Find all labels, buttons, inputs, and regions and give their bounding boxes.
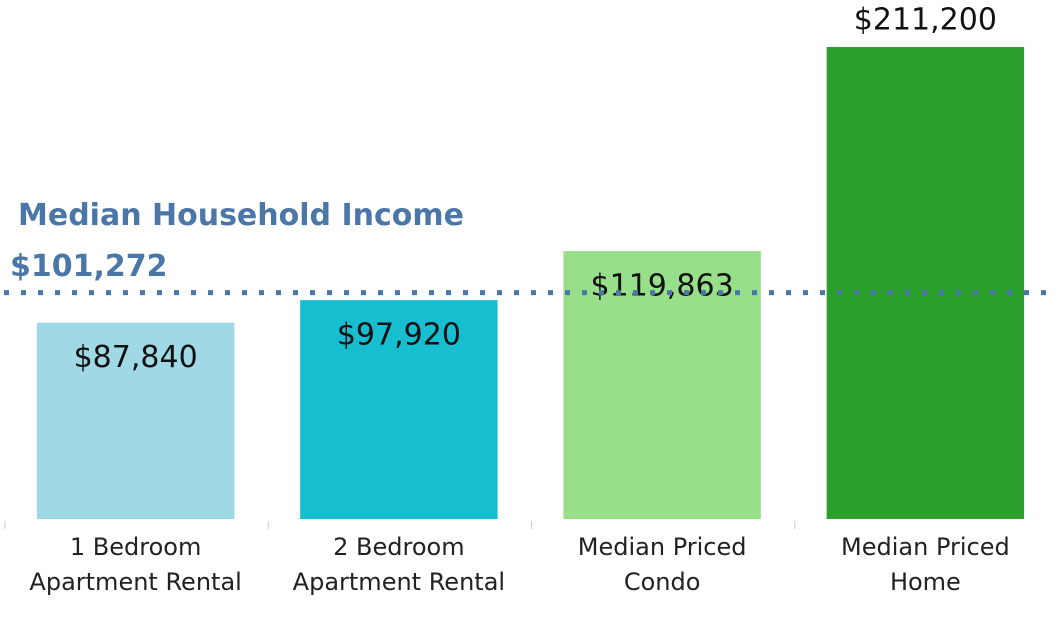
reference-label: Median Household Income xyxy=(18,198,464,233)
x-tick-label: Median Priced Home xyxy=(841,533,1010,596)
bar xyxy=(563,251,761,520)
x-tick-label: 1 Bedroom Apartment Rental xyxy=(29,533,242,596)
value-label: $119,863 xyxy=(591,269,734,304)
bar xyxy=(36,322,235,519)
x-tick-label: 2 Bedroom Apartment Rental xyxy=(292,533,506,596)
x-tick-label: Median Priced Condo xyxy=(577,533,747,596)
value-label: $211,200 xyxy=(854,2,997,37)
value-label: $87,840 xyxy=(74,340,198,375)
value-label: $97,920 xyxy=(337,318,461,353)
bar xyxy=(826,46,1025,520)
reference-value-label: $101,272 xyxy=(10,249,168,284)
bar xyxy=(300,300,498,519)
